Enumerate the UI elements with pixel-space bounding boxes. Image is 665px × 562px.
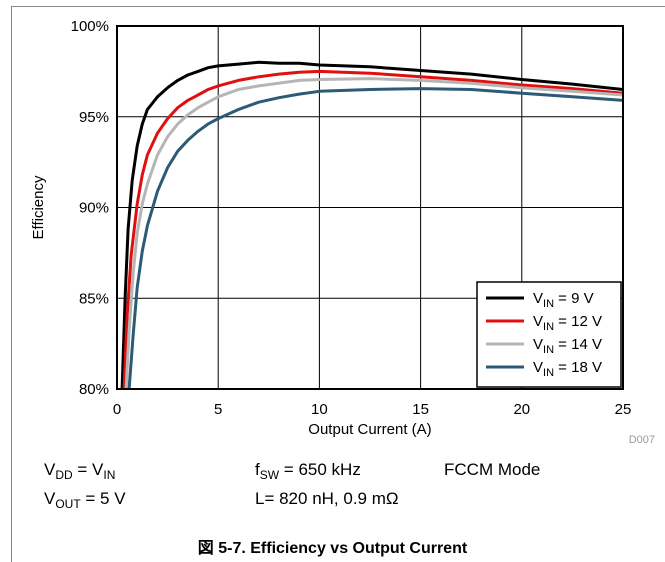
series-line-3 [124,77,623,389]
y-tick-label: 100% [71,18,109,35]
series-line-1 [120,60,623,389]
plot-area-border [116,25,624,390]
legend-label-3: VIN = 14 V [533,336,602,356]
y-tick-label: 95% [79,109,109,126]
vdd-condition: VDD = VIN [44,460,116,482]
figure-caption: 図 5-7. Efficiency vs Output Current [197,540,468,557]
chart-legend: VIN = 9 V VIN = 12 V VIN = 14 V VIN = 18 V [476,281,622,388]
x-tick-label: 5 [214,401,222,418]
inductor-condition: L= 820 nH, 0.9 mΩ [255,489,399,508]
x-tick-label: 10 [311,401,328,418]
figure-id: D007 [629,434,655,446]
axis-tick-labels: 0 5 10 15 20 25 80% 85% 90% 95% 100% [71,18,632,418]
figure-frame-top [11,6,665,7]
mode-condition: FCCM Mode [444,460,541,479]
y-tick-label: 80% [79,381,109,398]
vout-condition: VOUT = 5 V [44,489,126,511]
x-tick-label: 25 [615,401,632,418]
x-axis-label: Output Current (A) [308,421,431,438]
x-tick-label: 20 [513,401,530,418]
y-tick-label: 85% [79,290,109,307]
series-line-2 [122,69,623,389]
legend-label-2: VIN = 12 V [533,313,602,333]
x-tick-label: 15 [412,401,429,418]
series-line-4 [127,87,623,389]
fsw-condition: fSW = 650 kHz [255,460,361,482]
legend-label-4: VIN = 18 V [533,359,602,379]
figure-frame-left [11,6,12,562]
y-axis-label: Efficiency [30,175,47,239]
legend-label-1: VIN = 9 V [533,290,594,310]
y-tick-label: 90% [79,200,109,217]
x-tick-label: 0 [113,401,121,418]
chart-series [120,60,623,389]
